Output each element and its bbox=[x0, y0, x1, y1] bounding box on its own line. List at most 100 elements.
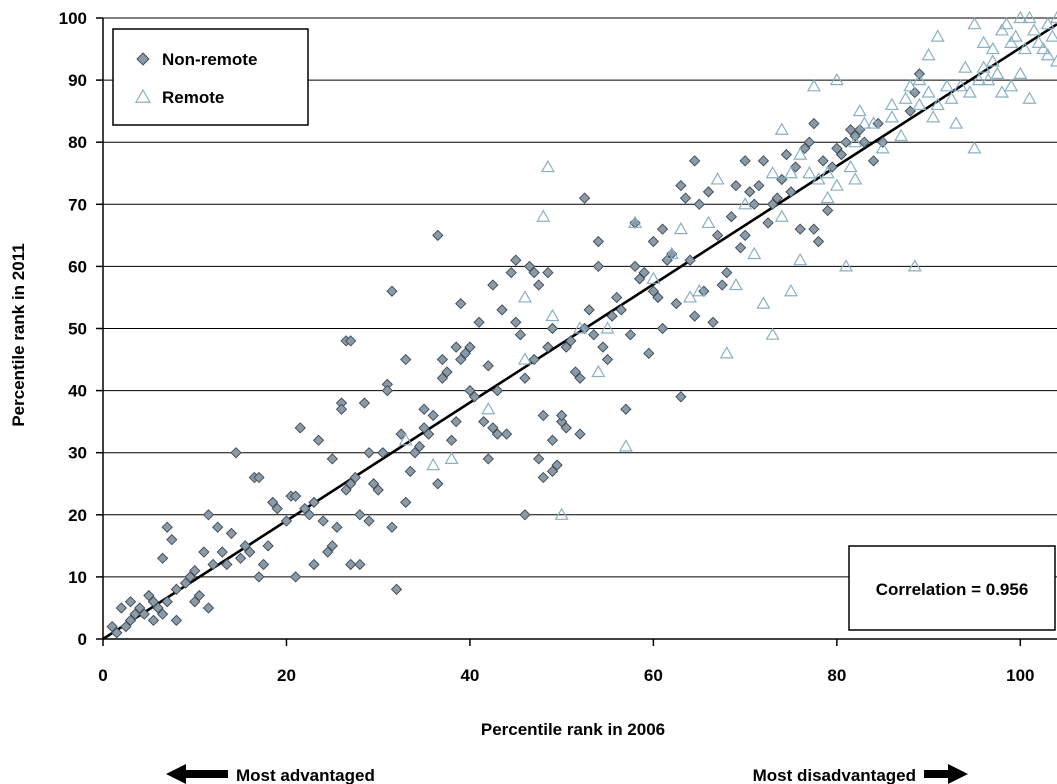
non-remote-point bbox=[675, 180, 687, 192]
non-remote-point bbox=[436, 372, 449, 384]
non-remote-point bbox=[817, 155, 829, 167]
remote-point bbox=[921, 85, 936, 98]
remote-point bbox=[783, 284, 799, 297]
legend-box: Non-remote Remote bbox=[112, 28, 309, 126]
non-remote-point bbox=[345, 335, 357, 347]
remote-point bbox=[811, 172, 826, 185]
non-remote-point bbox=[537, 409, 549, 422]
non-remote-point bbox=[707, 316, 719, 328]
remote-point bbox=[1022, 91, 1037, 104]
non-remote-point bbox=[170, 614, 183, 627]
non-remote-point bbox=[574, 372, 586, 384]
non-remote-point bbox=[358, 397, 371, 409]
trendline bbox=[102, 23, 1057, 641]
remote-point bbox=[985, 54, 1000, 67]
remote-point bbox=[692, 284, 707, 297]
x-tick-label: 100 bbox=[1006, 666, 1034, 685]
non-remote-point bbox=[129, 608, 141, 620]
y-tick-label: 60 bbox=[68, 257, 87, 276]
non-remote-point bbox=[345, 478, 357, 490]
remote-point bbox=[838, 259, 854, 272]
non-remote-point bbox=[455, 353, 467, 366]
non-remote-point bbox=[253, 571, 265, 583]
non-remote-point bbox=[721, 266, 733, 279]
non-remote-point bbox=[432, 478, 444, 490]
remote-point bbox=[912, 72, 927, 86]
non-remote-point bbox=[583, 304, 595, 316]
non-remote-point bbox=[766, 198, 779, 210]
remote-point bbox=[545, 308, 560, 322]
non-remote-point bbox=[689, 310, 701, 322]
trendline-group bbox=[102, 23, 1057, 641]
non-remote-point bbox=[569, 366, 582, 378]
non-remote-point bbox=[491, 428, 504, 440]
non-remote-point bbox=[377, 447, 389, 459]
non-remote-point bbox=[546, 434, 559, 446]
remote-point bbox=[600, 321, 615, 334]
x-tick-label: 80 bbox=[827, 666, 846, 685]
non-remote-point bbox=[363, 515, 375, 527]
non-remote-point bbox=[189, 596, 201, 608]
remote-point bbox=[710, 172, 725, 185]
non-remote-point bbox=[450, 341, 462, 353]
footer-left-label: Most advantaged bbox=[236, 766, 375, 784]
non-remote-point bbox=[216, 546, 228, 558]
non-remote-point bbox=[166, 534, 178, 546]
remote-point bbox=[517, 352, 532, 365]
non-remote-point bbox=[633, 273, 646, 285]
remote-point bbox=[536, 209, 551, 222]
remote-point bbox=[591, 364, 606, 378]
remote-point bbox=[912, 97, 927, 111]
non-remote-point bbox=[487, 422, 499, 434]
non-remote-point bbox=[136, 52, 150, 66]
non-remote-point bbox=[459, 347, 471, 359]
non-remote-point bbox=[299, 502, 311, 515]
tick-labels: 0 10 20 30 40 50 60 70 80 90 100 0 20 40 60 80 100 bbox=[59, 9, 1035, 685]
non-remote-point bbox=[331, 521, 343, 533]
non-remote-point bbox=[615, 304, 627, 316]
non-remote-point bbox=[308, 496, 320, 509]
non-remote-point bbox=[432, 229, 444, 241]
remote-point bbox=[990, 66, 1005, 79]
non-remote-point bbox=[111, 627, 123, 639]
non-remote-point bbox=[253, 471, 265, 484]
remote-point bbox=[994, 23, 1009, 36]
remote-point bbox=[1031, 35, 1046, 48]
remote-point bbox=[958, 60, 973, 73]
remote-point bbox=[765, 327, 780, 340]
remote-point bbox=[820, 166, 835, 179]
remote-point bbox=[802, 166, 817, 179]
non-remote-point bbox=[468, 391, 481, 403]
remote-point bbox=[1008, 29, 1023, 42]
remote-point bbox=[944, 91, 959, 104]
y-tick-label: 90 bbox=[68, 71, 87, 90]
remote-point bbox=[967, 17, 982, 30]
x-tick-label: 0 bbox=[98, 666, 107, 685]
non-remote-point bbox=[179, 577, 192, 589]
non-remote-point bbox=[528, 353, 540, 366]
non-remote-point bbox=[143, 589, 155, 602]
non-remote-point bbox=[124, 596, 137, 608]
remote-point bbox=[1049, 10, 1057, 24]
axes bbox=[96, 17, 1057, 646]
non-remote-point bbox=[413, 440, 426, 453]
non-remote-point bbox=[693, 198, 705, 210]
non-remote-point bbox=[289, 490, 302, 502]
remote-point bbox=[829, 72, 844, 86]
x-tick-label: 20 bbox=[277, 666, 296, 685]
remote-point bbox=[1004, 79, 1019, 92]
remote-point bbox=[967, 141, 982, 154]
non-remote-point bbox=[134, 602, 146, 614]
non-remote-point bbox=[390, 583, 403, 595]
non-remote-point bbox=[519, 509, 531, 521]
remote-point bbox=[829, 178, 844, 191]
remote-point bbox=[1036, 41, 1051, 55]
non-remote-point bbox=[533, 453, 545, 465]
non-remote-point bbox=[762, 217, 774, 229]
non-remote-point bbox=[312, 434, 325, 446]
non-remote-point bbox=[565, 335, 577, 347]
non-remote-point bbox=[354, 558, 366, 571]
non-remote-point bbox=[670, 298, 682, 310]
non-remote-point bbox=[354, 509, 366, 521]
non-remote-point bbox=[679, 192, 692, 204]
